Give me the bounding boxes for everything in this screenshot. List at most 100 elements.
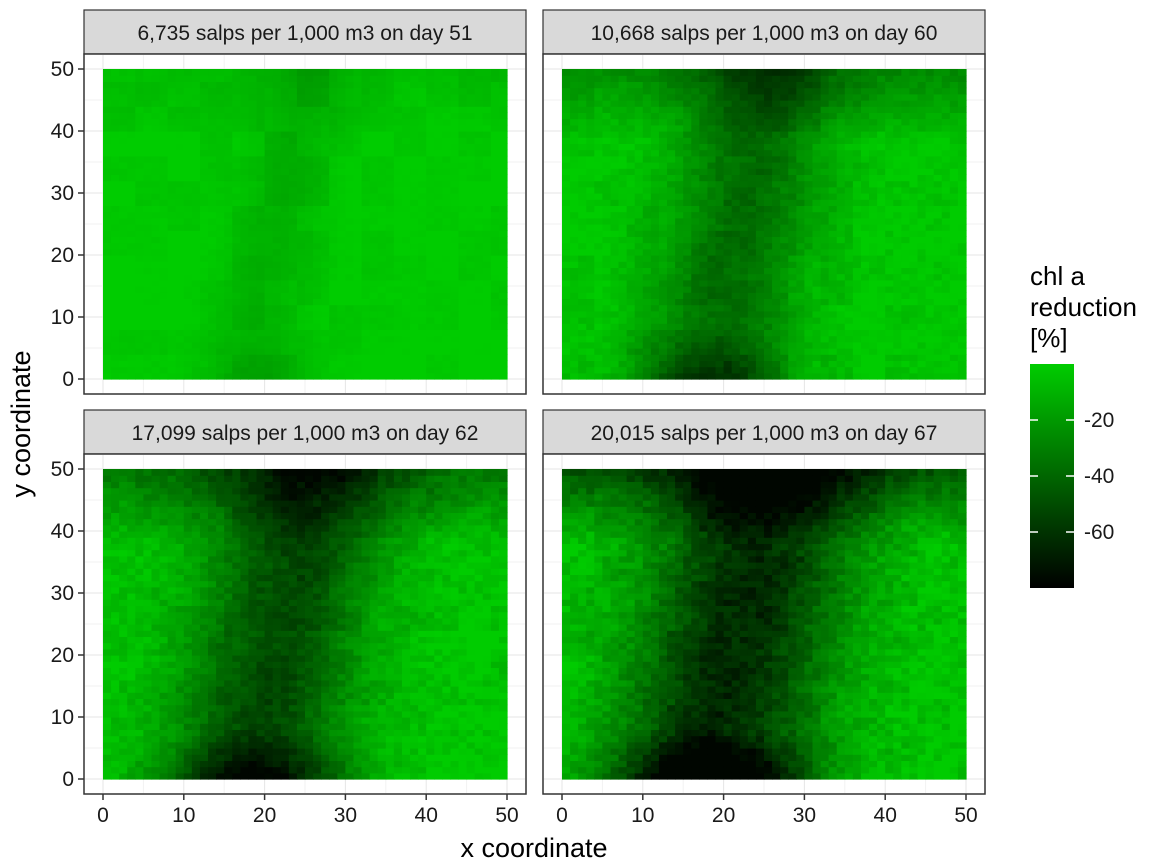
heatmap-cell — [788, 106, 797, 113]
heatmap-cell — [361, 261, 371, 268]
heatmap-cell — [658, 199, 668, 206]
heatmap-cell — [175, 75, 185, 82]
heatmap-cell — [707, 174, 717, 182]
heatmap-cell — [836, 292, 846, 299]
heatmap-cell — [602, 279, 612, 287]
heatmap-cell — [764, 131, 773, 138]
heatmap-cell — [280, 69, 290, 76]
heatmap-cell — [426, 100, 435, 107]
heatmap-cell — [329, 205, 338, 213]
heatmap-cell — [159, 354, 169, 361]
heatmap-cell — [675, 75, 684, 82]
heatmap-cell — [869, 106, 878, 113]
heatmap-cell — [562, 186, 571, 194]
heatmap-cell — [393, 310, 403, 318]
heatmap-cell — [199, 186, 209, 194]
heatmap-cell — [426, 224, 435, 231]
heatmap-cell — [232, 118, 241, 126]
heatmap-cell — [602, 162, 612, 169]
heatmap-cell — [594, 106, 603, 113]
heatmap-cell — [216, 360, 225, 368]
heatmap-cell — [369, 224, 379, 231]
heatmap-cell — [642, 205, 652, 213]
heatmap-cell — [490, 279, 500, 287]
heatmap-cell — [836, 236, 846, 244]
heatmap-cell — [369, 143, 379, 151]
heatmap-cell — [119, 230, 128, 237]
heatmap-cell — [337, 354, 346, 361]
heatmap-cell — [329, 372, 338, 380]
heatmap-cell — [224, 230, 233, 237]
heatmap-cell — [143, 279, 153, 287]
heatmap-cell — [296, 81, 306, 89]
heatmap-cell — [618, 193, 628, 200]
heatmap-cell — [772, 304, 781, 312]
heatmap-cell — [393, 217, 403, 225]
heatmap-cell — [780, 106, 789, 113]
heatmap-cell — [917, 323, 927, 330]
heatmap-cell — [135, 224, 144, 231]
heatmap-cell — [418, 329, 427, 337]
heatmap-cell — [369, 112, 379, 120]
heatmap-cell — [650, 69, 660, 76]
heatmap-cell — [941, 137, 951, 144]
heatmap-cell — [780, 255, 789, 262]
heatmap-cell — [699, 118, 709, 126]
heatmap-cell — [208, 317, 217, 324]
heatmap-cell — [224, 242, 233, 250]
heatmap-cell — [216, 310, 225, 318]
heatmap-cell — [248, 242, 258, 250]
heatmap-cell — [796, 131, 805, 138]
heatmap-cell — [337, 273, 346, 281]
heatmap-cell — [562, 236, 571, 244]
heatmap-cell — [699, 273, 709, 281]
heatmap-cell — [626, 137, 636, 144]
heatmap-cell — [594, 261, 603, 268]
heatmap-cell — [111, 273, 120, 281]
heatmap-cell — [594, 100, 603, 107]
heatmap-cell — [401, 137, 411, 144]
heatmap-cell — [127, 366, 136, 374]
heatmap-cell — [610, 267, 620, 275]
heatmap-cell — [788, 162, 797, 169]
heatmap-cell — [296, 87, 306, 95]
heatmap-cell — [151, 180, 161, 188]
heatmap-cell — [570, 255, 579, 262]
heatmap-cell — [820, 217, 830, 225]
heatmap-cell — [723, 186, 733, 194]
heatmap-cell — [450, 348, 460, 355]
heatmap-cell — [602, 323, 612, 330]
heatmap-cell — [618, 69, 628, 76]
heatmap-cell — [183, 335, 193, 343]
heatmap-cell — [909, 366, 919, 374]
heatmap-cell — [658, 100, 668, 107]
heatmap-cell — [418, 354, 427, 361]
heatmap-cell — [925, 261, 935, 268]
heatmap-cell — [490, 317, 500, 324]
heatmap-cell — [820, 131, 830, 138]
heatmap-cell — [393, 329, 403, 337]
heatmap-cell — [885, 69, 894, 76]
heatmap-cell — [498, 106, 508, 113]
heatmap-cell — [755, 199, 765, 206]
heatmap-cell — [925, 372, 935, 380]
heatmap-cell — [191, 224, 201, 231]
heatmap-cell — [828, 87, 838, 95]
heatmap-cell — [594, 323, 603, 330]
heatmap-cell — [321, 267, 330, 275]
heatmap-cell — [562, 372, 571, 380]
heatmap-cell — [321, 354, 330, 361]
heatmap-cell — [707, 81, 717, 89]
heatmap-cell — [828, 199, 838, 206]
heatmap-cell — [135, 118, 144, 126]
heatmap-cell — [482, 341, 492, 349]
heatmap-cell — [860, 69, 870, 76]
heatmap-cell — [917, 230, 927, 237]
heatmap-cell — [755, 87, 765, 95]
heatmap-cell — [618, 205, 628, 213]
heatmap-cell — [490, 75, 500, 82]
heatmap-cell — [167, 168, 177, 175]
heatmap-cell — [731, 348, 741, 355]
heatmap-cell — [618, 199, 628, 206]
heatmap-cell — [482, 100, 492, 107]
